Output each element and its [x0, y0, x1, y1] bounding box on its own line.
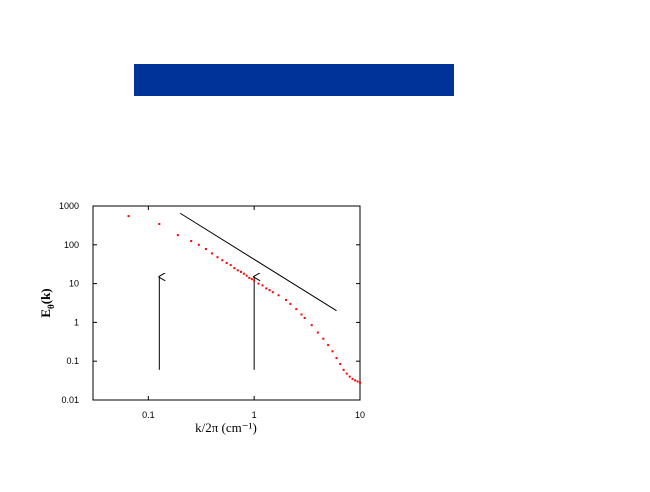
- x-axis-label: k/2π (cm⁻¹): [195, 420, 257, 435]
- data-point: [176, 234, 179, 237]
- data-point: [300, 313, 303, 316]
- data-point: [158, 222, 161, 225]
- data-point: [261, 284, 264, 287]
- data-point: [339, 362, 342, 365]
- y-label-main: E: [38, 309, 53, 318]
- data-point: [289, 302, 292, 305]
- data-point: [348, 375, 351, 378]
- data-point: [295, 308, 298, 311]
- data-point: [345, 372, 348, 375]
- data-point: [356, 380, 359, 383]
- y-tick-label: 100: [64, 240, 79, 250]
- data-point: [265, 287, 268, 290]
- data-point: [257, 282, 260, 285]
- data-point: [351, 377, 354, 380]
- data-point: [190, 240, 193, 243]
- data-point: [211, 252, 214, 255]
- data-point: [354, 379, 357, 382]
- data-point: [303, 316, 306, 319]
- y-tick-label: 10: [69, 279, 79, 289]
- y-tick-label: 1: [74, 317, 79, 327]
- data-point: [236, 269, 239, 272]
- data-point: [310, 324, 313, 327]
- data-point: [127, 215, 130, 218]
- data-point: [285, 298, 288, 301]
- y-tick-label: 1000: [59, 201, 79, 211]
- data-point: [322, 337, 325, 340]
- reference-line: [179, 212, 337, 312]
- data-point: [239, 270, 242, 273]
- data-point: [250, 278, 253, 281]
- data-point: [221, 259, 224, 262]
- data-point: [229, 264, 232, 267]
- y-tick-label: 0.1: [66, 356, 79, 366]
- data-point: [268, 289, 271, 292]
- data-point: [216, 256, 219, 259]
- data-point: [245, 274, 248, 277]
- data-point: [316, 331, 319, 334]
- x-tick-label: 1: [252, 410, 257, 420]
- data-point: [342, 368, 345, 371]
- data-point: [233, 267, 236, 270]
- data-point: [277, 294, 280, 297]
- data-point: [225, 261, 228, 264]
- data-point: [331, 350, 334, 353]
- title-banner: [134, 64, 454, 96]
- x-tick-label: 10: [355, 410, 365, 420]
- data-point: [253, 279, 256, 282]
- data-point: [335, 357, 338, 360]
- y-label-sub: θ: [46, 304, 56, 309]
- data-point: [359, 381, 361, 384]
- plot-frame: [92, 205, 361, 401]
- x-tick-label: 0.1: [142, 410, 155, 420]
- data-point: [242, 272, 245, 275]
- data-point: [248, 276, 251, 279]
- data-point: [204, 247, 207, 250]
- data-point: [327, 344, 330, 347]
- y-label-rest: (k): [38, 288, 53, 304]
- y-tick-label: 0.01: [61, 395, 79, 405]
- y-axis-label: Eθ(k): [38, 288, 56, 317]
- data-point: [271, 291, 274, 294]
- data-point: [197, 243, 200, 246]
